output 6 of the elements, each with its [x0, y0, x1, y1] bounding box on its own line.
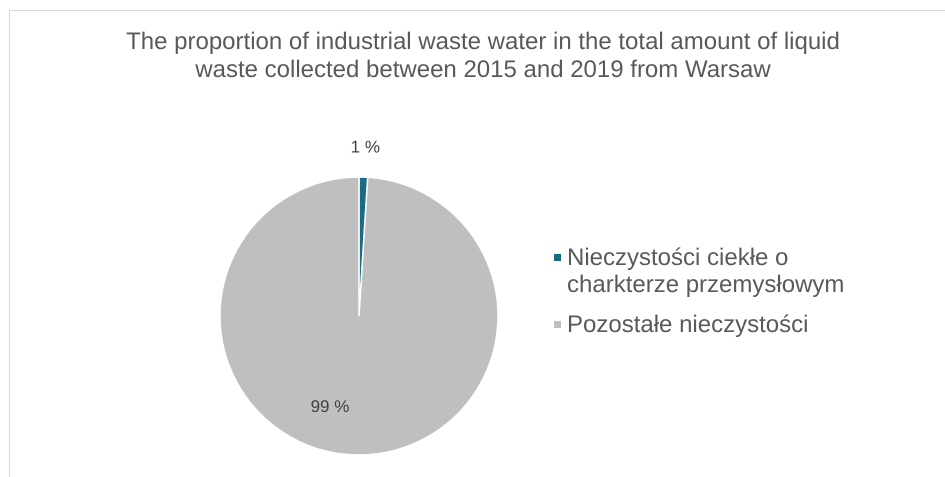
- chart-title: The proportion of industrial waste water in the total amount of liquid waste collected between 2015 and 2019 from Warsaw: [125, 28, 841, 84]
- pie-slice: [219, 176, 499, 456]
- data-label: 99 %: [310, 396, 350, 416]
- legend-label: Nieczystości ciekłe o charkterze przemysłowym: [567, 244, 846, 298]
- data-label: 1 %: [350, 138, 380, 157]
- legend-label: Pozostałe nieczystości: [567, 311, 810, 338]
